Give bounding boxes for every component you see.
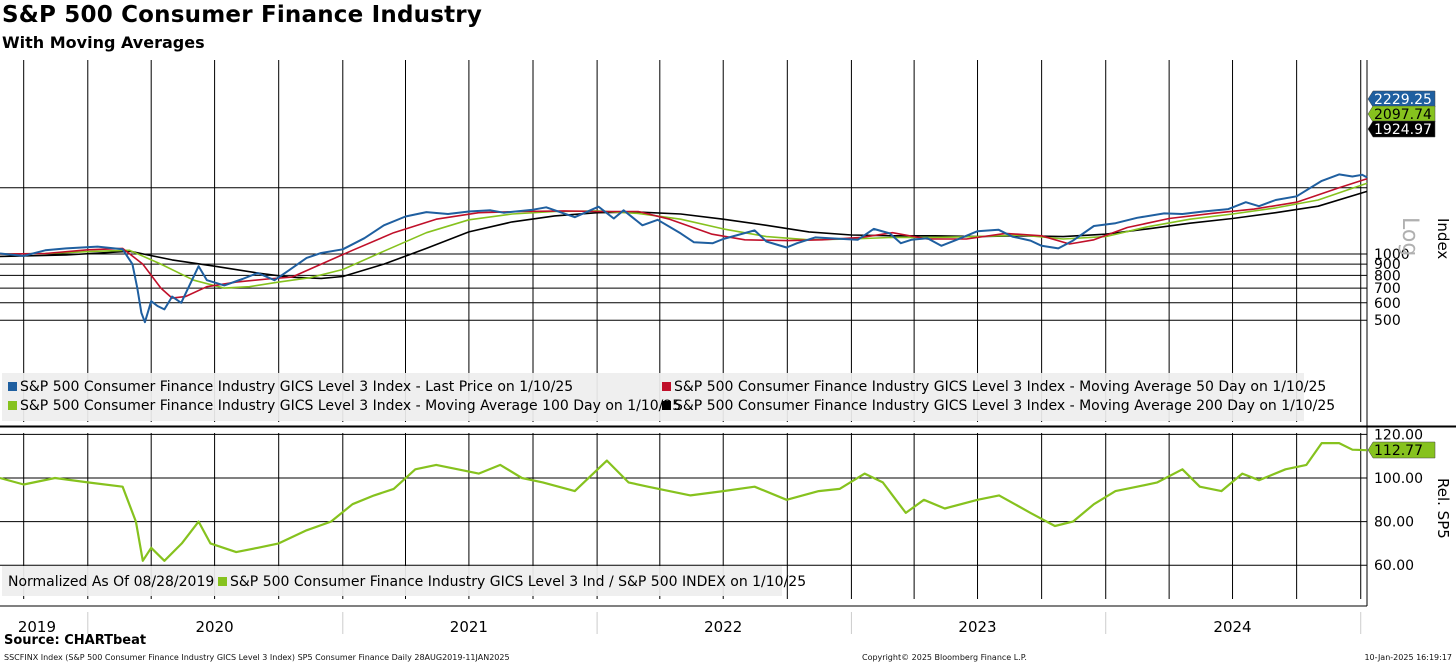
footer-copyright: Copyright© 2025 Bloomberg Finance L.P.: [862, 653, 1027, 662]
x-tick-label: 2024: [1213, 618, 1251, 636]
last-value-tag-ma200: 1924.97: [1367, 120, 1436, 138]
legend-swatch-ma100: [8, 401, 17, 410]
source-label: Source: CHARTbeat: [4, 633, 147, 648]
y-axis-title-lower: Rel. SP5: [1434, 478, 1452, 539]
series-line-price: [0, 173, 1368, 324]
y-tick-label: 1000: [1374, 247, 1410, 263]
last-value-tag-ma100: 2097.74: [1367, 105, 1436, 123]
horizontal-gridlines-lower: [0, 433, 1367, 566]
value-tag-label: 2097.74: [1374, 107, 1432, 123]
legend-upper: S&P 500 Consumer Finance Industry GICS L…: [2, 373, 1335, 421]
footer-timestamp: 10-Jan-2025 16:19:17: [1364, 653, 1452, 662]
value-tag-shape: [1367, 120, 1436, 138]
legend-label-ma100: S&P 500 Consumer Finance Industry GICS L…: [20, 398, 681, 414]
chart-title: S&P 500 Consumer Finance Industry: [2, 2, 483, 28]
y-tick-label: 120.00: [1374, 427, 1423, 443]
log-scale-label: Log: [1397, 217, 1422, 256]
legend-label-relative: S&P 500 Consumer Finance Industry GICS L…: [230, 574, 806, 590]
legend-label-price: S&P 500 Consumer Finance Industry GICS L…: [20, 379, 573, 395]
legend-background: [2, 566, 782, 596]
legend-swatch-ma50: [662, 382, 671, 391]
x-tick-label: 2023: [958, 618, 996, 636]
y-tick-label: 900: [1374, 257, 1401, 273]
y-tick-label: 80.00: [1374, 515, 1414, 531]
y-tick-label: 800: [1374, 268, 1401, 284]
x-axis: 2019 2020 2021 2022 2023 2024: [18, 612, 1362, 636]
x-tick-label: 2020: [196, 618, 234, 636]
series-line-relative: [0, 442, 1368, 562]
x-tick-label: 2021: [450, 618, 488, 636]
legend-lower: Normalized As Of 08/28/2019 S&P 500 Consu…: [2, 566, 806, 596]
legend-label-ma200: S&P 500 Consumer Finance Industry GICS L…: [674, 398, 1335, 414]
last-value-tag-price: 2229.25: [1367, 90, 1436, 108]
vertical-gridlines: [23, 60, 1362, 599]
legend-background: [2, 373, 1304, 421]
legend-label-ma50: S&P 500 Consumer Finance Industry GICS L…: [674, 379, 1326, 395]
footer-description: SSCFINX Index (S&P 500 Consumer Finance …: [4, 653, 510, 662]
price-panel: [0, 60, 1367, 422]
y-tick-label: 600: [1374, 296, 1401, 312]
legend-swatch-ma200: [662, 401, 671, 410]
normalization-note: Normalized As Of 08/28/2019: [8, 574, 214, 590]
chart-subtitle: With Moving Averages: [2, 33, 205, 52]
legend-swatch-price: [8, 382, 17, 391]
value-tag-shape: [1367, 441, 1436, 459]
value-tag-label: 1924.97: [1374, 122, 1432, 138]
y-tick-label: 60.00: [1374, 558, 1414, 574]
value-tag-shape: [1367, 90, 1436, 108]
value-tag-label: 2229.25: [1374, 92, 1432, 108]
series-line-ma50: [0, 177, 1368, 299]
y-tick-label: 700: [1374, 281, 1401, 297]
value-tag-shape: [1367, 105, 1436, 123]
legend-swatch-relative: [218, 577, 227, 586]
y-tick-label: 500: [1374, 313, 1401, 329]
x-tick-label: 2022: [704, 618, 742, 636]
y-tick-label: 100.00: [1374, 471, 1423, 487]
value-tag-label: 112.77: [1374, 443, 1423, 459]
last-value-tag-relative: 112.77: [1367, 441, 1436, 459]
x-tick-label: 2019: [18, 618, 56, 636]
y-axis-title-upper: Index: [1434, 218, 1452, 259]
